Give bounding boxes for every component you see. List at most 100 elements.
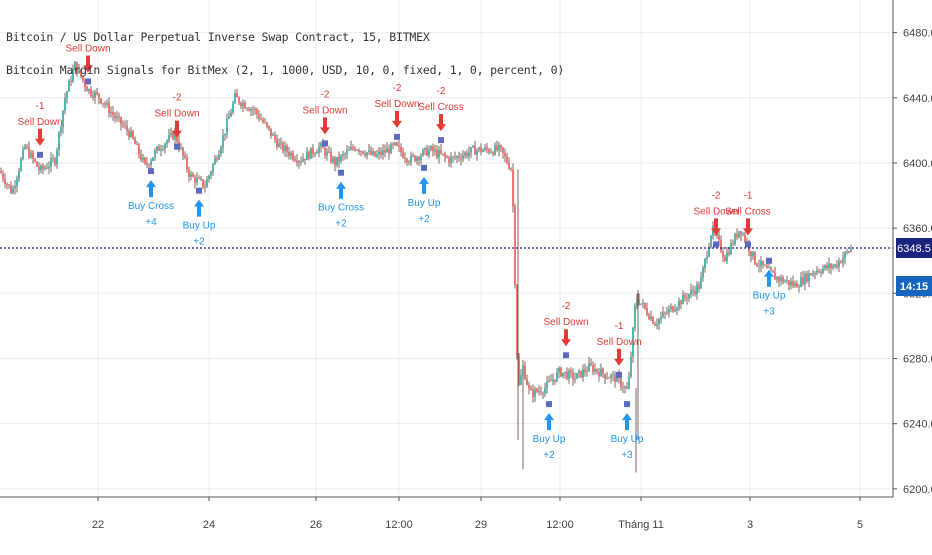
candle-body (242, 102, 244, 107)
candle-body (130, 130, 132, 137)
sell-signal[interactable]: Sell Down -1 (596, 321, 642, 378)
candle-body (590, 363, 592, 365)
candle-body (156, 146, 158, 151)
candle-body (412, 155, 414, 157)
time-tick-label: 12:00 (385, 519, 413, 531)
candle-body (800, 277, 802, 287)
candle-body (132, 130, 134, 139)
buy-signal[interactable]: Buy Cross +4 (128, 168, 174, 228)
candle-body (122, 124, 124, 126)
candle-body (152, 157, 154, 161)
candle-body (622, 387, 624, 389)
buy-signal[interactable]: Buy Cross +2 (318, 169, 364, 230)
candle-body (612, 374, 614, 376)
sell-signal[interactable]: Sell Down -2 (154, 93, 200, 150)
candle-body (770, 267, 772, 271)
time-axis[interactable]: 22 24 26 12:00 29 12:00 Tháng 11 3 5 (92, 497, 863, 531)
candle-body (614, 374, 616, 382)
candle-body (576, 373, 578, 379)
candle-body (224, 133, 226, 136)
sell-signal[interactable]: Sell Cross -2 (418, 86, 464, 144)
candle-body (66, 91, 68, 99)
candle-body (654, 323, 656, 326)
sell-signal[interactable]: Sell Cross -1 (725, 190, 771, 248)
candle-body (94, 92, 96, 98)
signal-marker (546, 401, 552, 408)
candle-body (142, 157, 144, 161)
signal-size: -1 (744, 190, 753, 201)
candle-body (730, 243, 732, 255)
candle-body (168, 135, 170, 141)
price-tick-label: 6400.0 (903, 158, 932, 170)
candle-body (136, 144, 138, 146)
signal-marker (421, 164, 427, 171)
candle-body (60, 127, 62, 133)
sell-signal[interactable]: Sell Down -2 (374, 83, 420, 140)
candle-body (220, 147, 222, 155)
candle-body (760, 260, 762, 267)
indicator-title[interactable]: Bitcoin Margin Signals for BitMex (2, 1,… (6, 63, 565, 77)
candle-body (684, 294, 686, 298)
signal-label: Sell Down (65, 43, 110, 54)
candle-body (698, 284, 700, 289)
candle-body (180, 147, 182, 149)
candle-body (842, 257, 844, 263)
current-price-label: 6348.5 (897, 243, 931, 255)
arrow-up-icon (622, 413, 632, 431)
candle-body (704, 259, 706, 268)
candle-body (194, 176, 196, 183)
buy-signal[interactable]: Buy Up +2 (533, 401, 566, 461)
candle-body (416, 157, 418, 161)
candle-body (452, 156, 454, 158)
candle-body (344, 154, 346, 156)
candle-body (346, 150, 348, 155)
sell-signal[interactable]: Sell Down -1 (17, 101, 63, 158)
candle-body (518, 356, 520, 385)
buy-signal[interactable]: Buy Up +3 (611, 401, 644, 461)
candle-body (586, 371, 588, 373)
candle-body (448, 157, 450, 163)
signal-label: Sell Down (302, 105, 347, 116)
price-axis[interactable]: 6200.06240.06280.06320.06360.06400.06440… (893, 28, 932, 496)
candle-body (210, 171, 212, 176)
candle-body (30, 152, 32, 158)
sell-signal[interactable]: Sell Down (65, 43, 111, 85)
candle-body (806, 273, 808, 282)
candle-body (572, 372, 574, 380)
candle-body (52, 158, 54, 159)
candle-body (338, 156, 340, 162)
candle-body (476, 150, 478, 155)
candle-body (164, 143, 166, 149)
sell-signal[interactable]: Sell Down -2 (693, 190, 739, 248)
signal-size: -2 (437, 86, 446, 97)
candle-body (844, 252, 846, 258)
candle-body (694, 291, 696, 294)
buy-signal[interactable]: Buy Up +2 (183, 187, 216, 248)
sell-signal[interactable]: Sell Down -2 (302, 89, 348, 147)
candle-body (0, 171, 2, 173)
candle-body (700, 277, 702, 289)
signal-label: Sell Down (154, 109, 199, 120)
candle-body (820, 272, 822, 274)
candle-body (262, 119, 264, 123)
candle-body (558, 368, 560, 373)
candle-body (626, 386, 628, 389)
signal-size: +2 (335, 219, 347, 230)
signal-marker (322, 140, 328, 147)
candle-body (108, 102, 110, 114)
candle-body (406, 158, 408, 162)
candle-body (246, 108, 248, 110)
countdown-label: 14:15 (900, 281, 928, 293)
candle-body (72, 70, 74, 82)
candle-body (662, 312, 664, 317)
sell-signal[interactable]: Sell Down -2 (543, 301, 589, 359)
candle-body (588, 363, 590, 372)
candle-body (620, 378, 622, 388)
candle-body (354, 148, 356, 151)
candle-body (236, 93, 238, 98)
buy-signal[interactable]: Buy Up +2 (408, 164, 441, 225)
buy-signal[interactable]: Buy Up +3 (753, 257, 786, 318)
candle-body (240, 102, 242, 107)
candle-body (312, 147, 314, 154)
